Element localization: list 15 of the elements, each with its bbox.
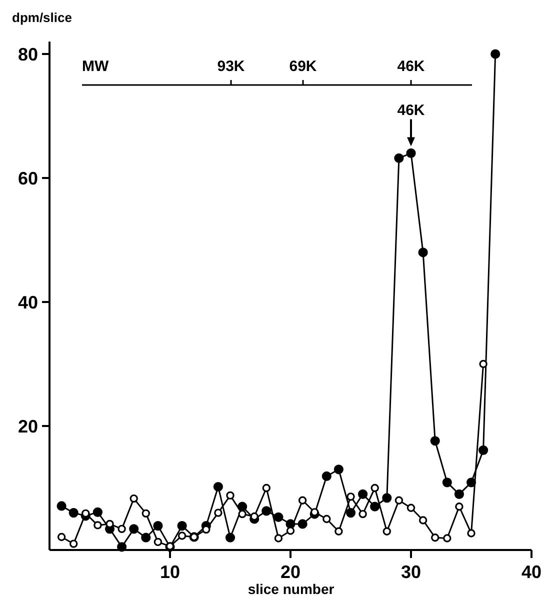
x-tick-label: 30 [400, 562, 422, 582]
annotation: MW [82, 58, 110, 75]
x-tick-label: 20 [280, 562, 301, 582]
y-tick-label: 60 [18, 168, 38, 188]
annotation: 46K [397, 102, 425, 120]
x-tick-label: 40 [521, 562, 542, 582]
annotation: 46K [397, 58, 425, 75]
x-tick-label: 10 [160, 562, 180, 582]
y-axis-title: dpm/slice [12, 10, 72, 25]
y-tick-label: 40 [18, 292, 38, 312]
y-tick-label: 80 [18, 44, 38, 64]
annotation: 69K [289, 58, 317, 75]
x-axis-title: slice number [248, 581, 335, 597]
annotation: 93K [217, 58, 245, 75]
y-tick-label: 20 [18, 416, 38, 436]
